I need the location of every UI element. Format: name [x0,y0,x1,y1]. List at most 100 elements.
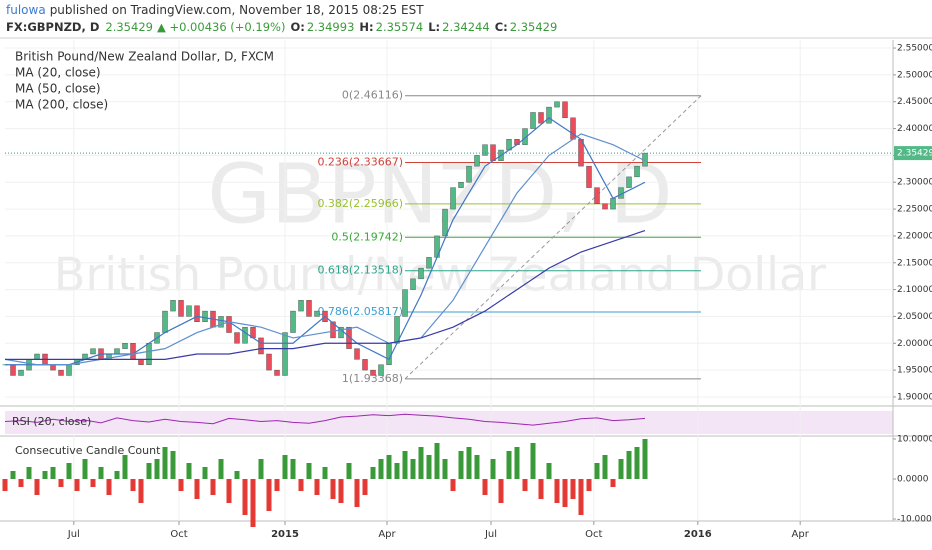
count-bar [514,447,520,479]
count-bar [578,479,584,515]
candle-body [482,144,488,156]
candle-body [34,353,40,360]
count-bar [42,471,48,479]
candle-body [378,364,384,376]
y-tick-label: 1.90000 [897,392,932,402]
candle-body [602,203,608,210]
count-bar [498,479,504,503]
count-bar [458,451,464,479]
count-bar [210,479,216,495]
candle-body [426,257,432,269]
count-bar [202,467,208,479]
candle-body [242,326,248,344]
candle-body [626,176,632,188]
moving-average [4,133,646,366]
count-bar [2,479,8,491]
watermark-symbol: GBPNZD, D [207,147,672,242]
y-tick-label: 2.30000 [897,178,932,188]
candle-body [202,310,208,323]
candle-body [538,112,544,124]
candle-body [298,300,304,312]
y-tick-label: 2.55000 [897,44,932,54]
count-bar [386,455,392,479]
candle-body [194,305,200,323]
candle-body [314,310,320,317]
candle-body [466,165,472,183]
count-bar [266,479,272,511]
candle-body [266,353,272,371]
ohlc-key: C: [495,20,508,34]
x-tick-label: 2016 [684,529,712,540]
count-bar [490,459,496,479]
ohlc-key: O: [290,20,304,34]
x-tick-label: Jul [484,529,497,540]
count-bar [570,479,576,499]
count-bar [426,455,432,479]
candle-body [90,348,96,355]
count-bar [626,451,632,479]
count-bar [66,463,72,479]
candle-body [442,208,448,237]
count-bar [466,447,472,479]
y-tick-label: 0.0000 [897,475,929,485]
count-bar [250,479,256,527]
legend-title: British Pound/New Zealand Dollar, D, FXC… [15,50,274,64]
ccc-title: Consecutive Candle Count [15,444,161,457]
y-tick-label: 2.10000 [897,285,932,295]
count-bar [554,479,560,503]
count-bar [178,479,184,491]
count-bar [378,459,384,479]
count-bar [314,479,320,495]
candle-body [450,187,456,210]
fib-label: 0.5(2.19742) [331,230,403,243]
moving-average [5,229,646,360]
plot-area: Jul Oct 2015 Apr Jul Oct 2016 Apr 1.90000 1.95000… [0,40,932,540]
candle-body [10,364,16,376]
y-tick-label: 2.15000 [897,258,932,268]
candle-body [562,101,568,119]
candle-body [370,369,376,376]
legend-entry: MA (50, close) [15,82,101,96]
candle-body [410,278,416,290]
count-bar [586,479,592,491]
candle-body [234,332,240,344]
candle-body [146,343,152,365]
count-bar [114,471,120,479]
count-bar [634,447,640,479]
count-bar [538,479,544,499]
count-bar [146,463,152,479]
count-bar [434,443,440,479]
fib-label: 0.618(2.13518) [317,264,403,277]
moving-average [5,117,646,366]
count-bar [618,459,624,479]
author[interactable]: fulowa [6,3,46,17]
header-line: fulowa published on TradingView.com, Nove… [6,3,424,17]
count-bar [74,479,80,491]
candle-body [530,112,536,129]
count-bar [594,463,600,479]
count-bar [138,479,144,503]
candle-body [570,117,576,140]
x-tick-label: 2015 [271,529,299,540]
legend: British Pound/New Zealand Dollar, D, FXC… [15,50,274,112]
candle-body [170,300,176,312]
count-bar [354,479,360,507]
fib-label: 0.236(2.33667) [317,156,403,169]
count-bar [98,467,104,479]
count-bar [34,479,40,495]
y-tick-label: 2.40000 [897,124,932,134]
count-bar [402,451,408,479]
candle-body [554,101,560,108]
count-bar [194,479,200,499]
y-tick-label: 2.50000 [897,70,932,80]
count-bar [530,443,536,479]
last: 2.35429 [105,20,153,34]
count-bar [170,451,176,479]
x-tick-label: Oct [585,529,602,540]
rsi-line [4,413,646,426]
fib-label: 0.786(2.05817) [317,305,403,318]
count-bar [26,467,32,479]
published: published on TradingView.com, November 1… [50,3,425,17]
